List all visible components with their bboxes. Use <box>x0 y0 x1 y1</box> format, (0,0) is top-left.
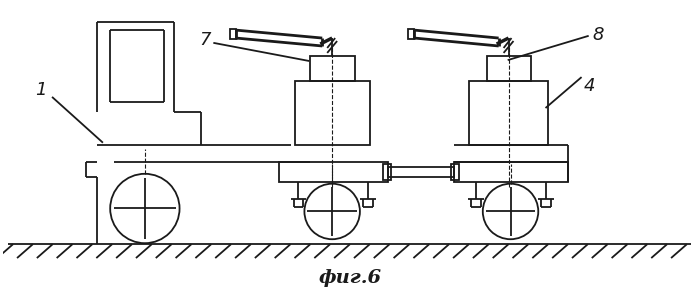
Text: 7: 7 <box>200 31 211 49</box>
Bar <box>310 56 355 81</box>
Bar <box>487 56 531 81</box>
Text: 4: 4 <box>584 77 596 95</box>
Bar <box>454 162 568 182</box>
Text: 1: 1 <box>35 80 47 99</box>
Bar <box>408 29 415 39</box>
Bar <box>296 81 370 145</box>
Bar <box>279 162 388 182</box>
Bar <box>451 164 459 180</box>
Bar <box>230 29 236 39</box>
Bar <box>469 81 548 145</box>
Bar <box>388 167 454 177</box>
Text: 8: 8 <box>592 26 603 44</box>
Text: фиг.6: фиг.6 <box>319 269 382 287</box>
Bar <box>382 164 391 180</box>
